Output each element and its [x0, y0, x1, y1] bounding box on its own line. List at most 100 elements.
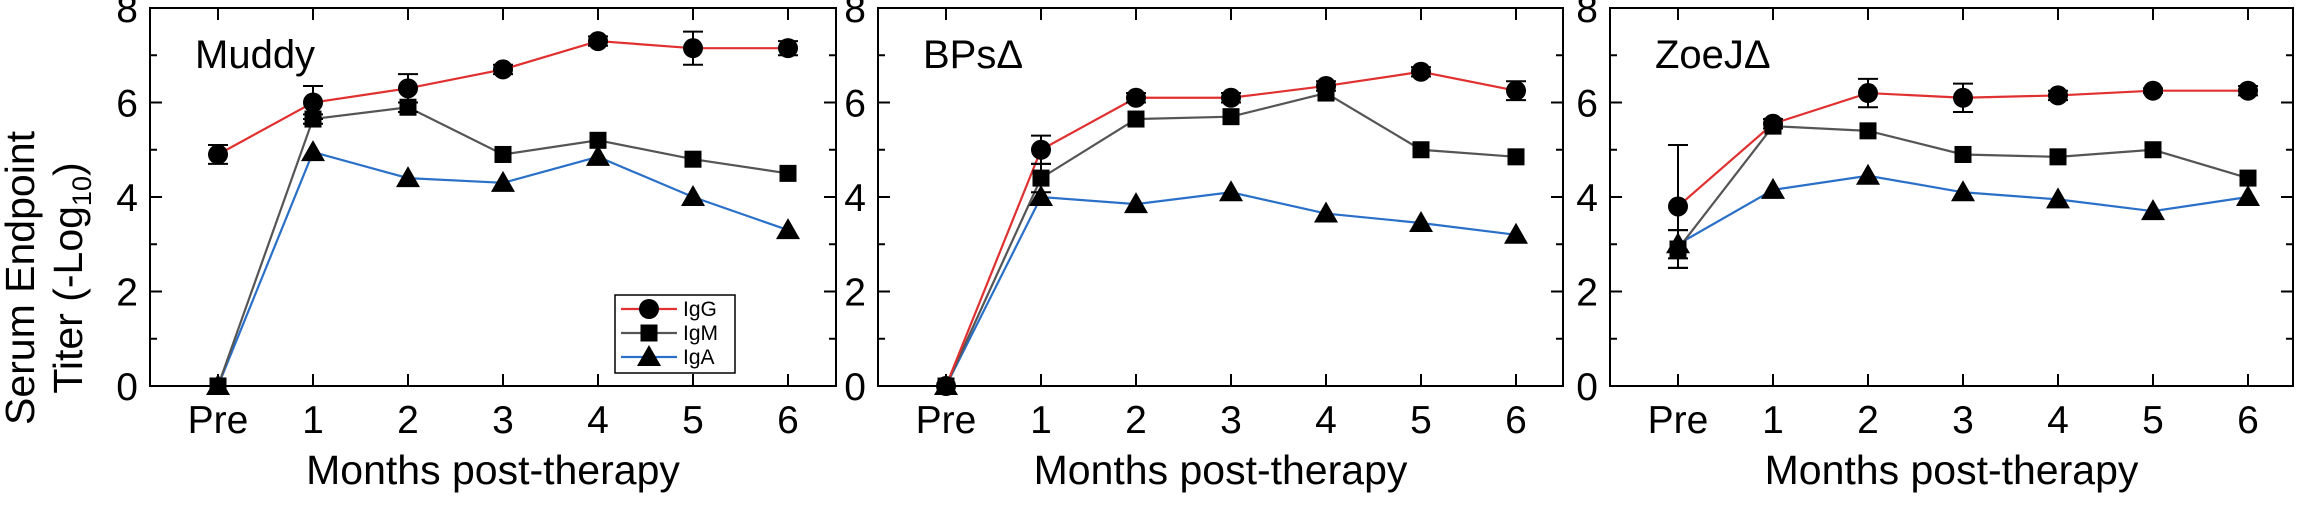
x-tick-label: Pre — [916, 399, 977, 442]
x-tick-label: 1 — [1762, 399, 1784, 442]
legend-label-igg: IgG — [683, 298, 717, 321]
series-line-igm — [944, 91, 1517, 387]
x-tick-label: 5 — [1410, 399, 1432, 442]
point-igg — [1316, 75, 1336, 96]
point-iga — [1314, 201, 1338, 223]
y-tick-label: 8 — [844, 0, 866, 31]
x-tick-label: 1 — [1030, 399, 1052, 442]
point-igg — [493, 59, 513, 80]
x-tick-label: 3 — [492, 399, 514, 442]
point-iga — [1504, 222, 1528, 244]
y-tick-label: 0 — [844, 366, 866, 409]
x-tick-label: Pre — [1648, 399, 1709, 442]
legend-marker-igm — [640, 324, 658, 342]
point-iga — [586, 144, 610, 166]
panel-title: Muddy — [195, 33, 315, 77]
x-tick-label: 6 — [777, 399, 799, 442]
legend-label-iga: IgA — [683, 346, 715, 369]
point-igg — [1763, 113, 1783, 134]
chart-panel-3: 0 2 4 6 8 Pre 1 2 3 4 5 6 Months post-therapy ZoeJΔ — [1576, 0, 2294, 493]
legend-label-igm: IgM — [683, 322, 718, 345]
y-axis-label: Serum Endpoint — [0, 130, 43, 425]
legend-marker-igg — [639, 299, 659, 319]
point-igg — [1668, 196, 1688, 217]
point-igm — [1507, 148, 1525, 166]
x-tick-label: Pre — [188, 399, 249, 442]
x-tick-label: 5 — [2142, 399, 2164, 442]
point-igm — [1859, 122, 1877, 140]
x-tick-label: 1 — [302, 399, 324, 442]
point-igg — [1031, 139, 1051, 160]
point-iga — [301, 140, 325, 162]
point-iga — [776, 218, 800, 240]
point-igm — [2239, 169, 2257, 187]
point-igg — [588, 31, 608, 52]
x-tick-label: 4 — [587, 399, 609, 442]
chart-panels: 0 2 4 6 8 Pre 1 2 3 4 5 6 Months post-therapy Muddy Ig… — [116, 0, 2294, 493]
x-tick-label: 3 — [1220, 399, 1242, 442]
point-iga — [491, 170, 515, 192]
x-tick-label: 6 — [2237, 399, 2259, 442]
x-tick-label: 4 — [1315, 399, 1337, 442]
point-iga — [2141, 199, 2165, 221]
point-iga — [2046, 187, 2070, 209]
x-axis-label: Months post-therapy — [306, 447, 680, 493]
point-igg — [1126, 87, 1146, 108]
point-iga — [396, 166, 420, 188]
x-tick-label: 2 — [1125, 399, 1147, 442]
point-igm — [1954, 145, 1972, 163]
y-tick-label: 6 — [1576, 83, 1598, 126]
y-tick-label: 4 — [116, 177, 138, 220]
point-igg — [398, 78, 418, 99]
point-igg — [1953, 87, 1973, 108]
point-igm — [494, 145, 512, 163]
panel-title: BPsΔ — [923, 33, 1023, 77]
legend-marker-iga — [637, 345, 661, 366]
point-igg — [2143, 80, 2163, 101]
x-tick-label: 5 — [682, 399, 704, 442]
y-tick-label: 4 — [1576, 177, 1598, 220]
y-tick-label: 4 — [844, 177, 866, 220]
point-iga — [1951, 180, 1975, 202]
point-igg — [303, 92, 323, 113]
y-tick-label: 8 — [116, 0, 138, 31]
y-axis-label-line2: Titer (-Log10) — [45, 162, 97, 393]
point-iga — [1124, 192, 1148, 214]
point-igm — [1032, 169, 1050, 187]
point-iga — [1856, 163, 1880, 185]
y-axis-label-line1: Serum Endpoint — [0, 130, 43, 425]
x-tick-label: 4 — [2047, 399, 2069, 442]
point-igg — [1506, 80, 1526, 101]
point-igg — [1411, 61, 1431, 82]
point-igg — [2048, 85, 2068, 106]
x-axis-label: Months post-therapy — [1765, 447, 2139, 493]
chart-panel-1: 0 2 4 6 8 Pre 1 2 3 4 5 6 Months post-therapy Muddy Ig… — [116, 0, 837, 493]
y-tick-label: 8 — [1576, 0, 1598, 31]
x-tick-label: 3 — [1952, 399, 1974, 442]
chart-panel-2: 0 2 4 6 8 Pre 1 2 3 4 5 6 Months post-therapy BPsΔ — [844, 0, 1564, 493]
point-igg — [778, 38, 798, 59]
panel-title: ZoeJΔ — [1655, 33, 1771, 77]
y-tick-label: 2 — [116, 272, 138, 315]
point-igm — [684, 150, 702, 168]
y-tick-label: 6 — [116, 83, 138, 126]
x-tick-label: 2 — [397, 399, 419, 442]
y-tick-label: 0 — [1576, 366, 1598, 409]
point-igg — [208, 144, 228, 165]
y-tick-label: 6 — [844, 83, 866, 126]
y-tick-label: 2 — [1576, 272, 1598, 315]
x-axis-label: Months post-therapy — [1034, 447, 1408, 493]
point-igm — [1412, 141, 1430, 159]
point-igg — [2238, 80, 2258, 101]
point-igm — [2049, 148, 2067, 166]
y-tick-label: 2 — [844, 272, 866, 315]
y-tick-label: 0 — [116, 366, 138, 409]
x-tick-label: 2 — [1857, 399, 1879, 442]
point-iga — [1409, 210, 1433, 232]
point-igg — [1858, 83, 1878, 104]
point-iga — [1761, 177, 1785, 199]
point-igm — [779, 164, 797, 182]
point-igm — [2144, 141, 2162, 159]
